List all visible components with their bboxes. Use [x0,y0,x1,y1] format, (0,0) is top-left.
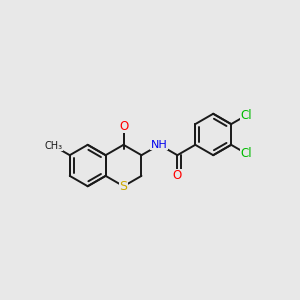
Text: O: O [173,169,182,182]
Text: CH₃: CH₃ [45,141,63,151]
Text: O: O [119,120,128,133]
Text: Cl: Cl [241,109,252,122]
Text: Cl: Cl [241,147,252,160]
Text: NH: NH [151,140,168,150]
Text: S: S [119,180,128,193]
